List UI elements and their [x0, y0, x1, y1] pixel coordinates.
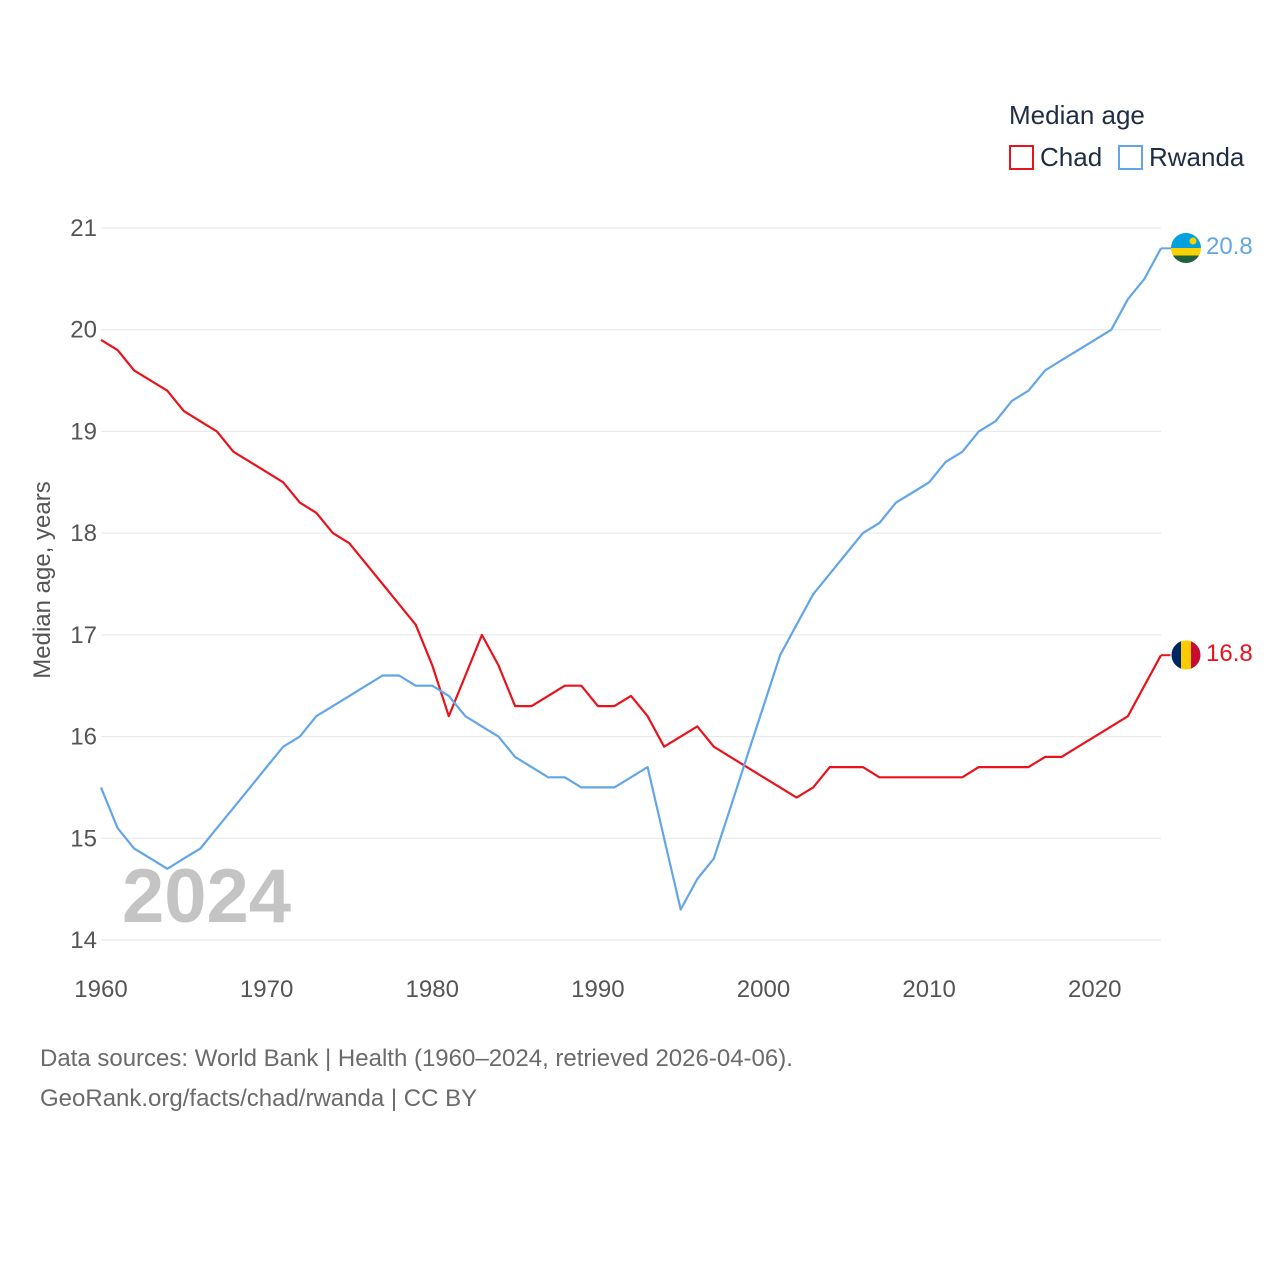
legend-swatch-rwanda [1118, 145, 1143, 170]
x-tick-label: 1960 [74, 976, 127, 1003]
footer-sources: Data sources: World Bank | Health (1960–… [40, 1045, 793, 1072]
x-tick-label: 2020 [1068, 976, 1121, 1003]
y-tick-label: 20 [70, 317, 97, 344]
gridlines [101, 227, 1161, 941]
series-line-chad [100, 338, 1162, 799]
x-tick-label: 1980 [406, 976, 459, 1003]
chad-end-label: 16.8 [1206, 640, 1253, 667]
x-tick-label: 2010 [902, 976, 955, 1003]
y-tick-label: 19 [70, 418, 97, 445]
y-axis-label: Median age, years [29, 481, 56, 678]
legend: Median age Chad Rwanda [1009, 100, 1245, 172]
x-axis-ticks: 1960 1970 1980 1990 2000 2010 2020 [74, 976, 1121, 1003]
legend-swatch-chad [1009, 145, 1034, 170]
line-chart: 14 15 16 17 18 19 20 21 1960 1970 1980 1990 2000 201… [29, 100, 1253, 1003]
series-lines [99, 247, 1171, 911]
y-tick-label: 16 [70, 724, 97, 751]
y-tick-label: 14 [70, 927, 97, 954]
y-axis-ticks: 14 15 16 17 18 19 20 21 [70, 215, 97, 954]
rwanda-flag-marker [1171, 233, 1201, 263]
x-tick-label: 2000 [737, 976, 790, 1003]
y-tick-label: 18 [70, 520, 97, 547]
x-tick-label: 1990 [571, 976, 624, 1003]
y-tick-label: 17 [70, 622, 97, 649]
footer-attribution: GeoRank.org/facts/chad/rwanda | CC BY [40, 1085, 478, 1112]
series-line-rwanda [99, 247, 1162, 911]
y-tick-label: 21 [70, 215, 97, 242]
chad-flag-marker [1171, 640, 1201, 670]
rwanda-end-label: 20.8 [1206, 233, 1253, 260]
y-tick-label: 15 [70, 825, 97, 852]
chad-flag-ring [1170, 639, 1202, 671]
legend-label-chad: Chad [1040, 142, 1102, 172]
year-watermark: 2024 [122, 854, 291, 939]
legend-title: Median age [1009, 100, 1145, 130]
legend-label-rwanda: Rwanda [1149, 142, 1245, 172]
x-tick-label: 1970 [240, 976, 293, 1003]
